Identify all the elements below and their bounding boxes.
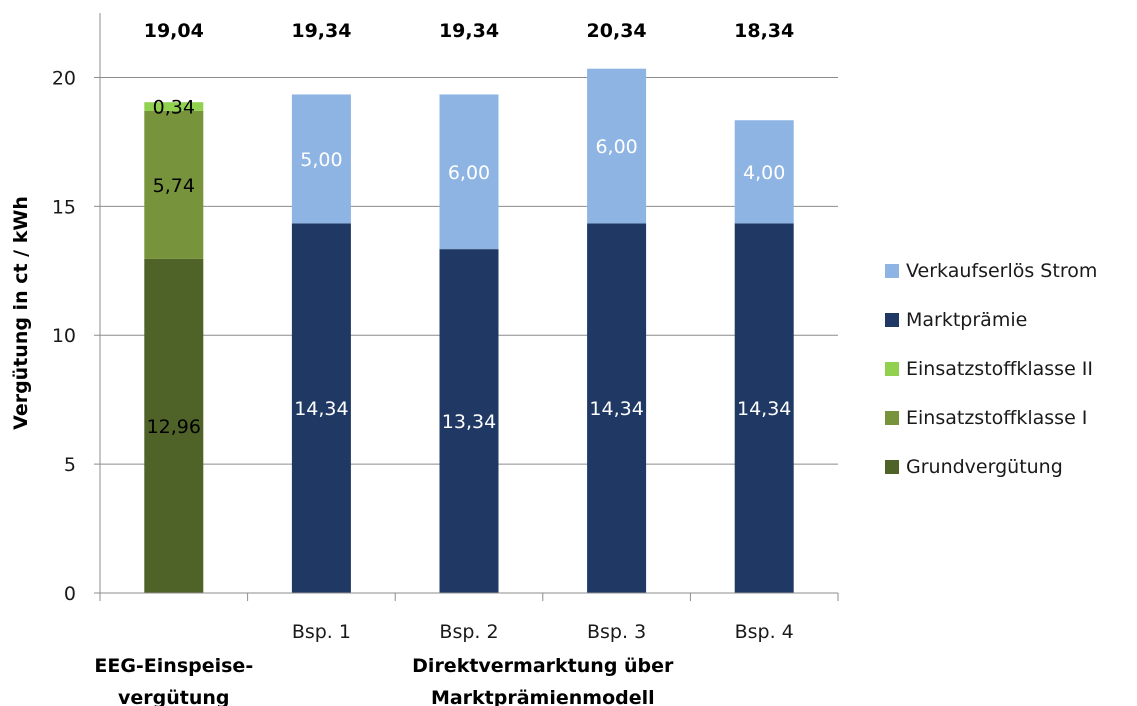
x-tick-label: Bsp. 4: [735, 621, 794, 643]
data-label: 14,34: [737, 398, 791, 420]
data-label: 4,00: [743, 162, 785, 184]
legend-label: Einsatzstoffklasse II: [906, 358, 1093, 380]
bar-segment: [291, 223, 351, 593]
bar-segment: [587, 223, 647, 593]
bar-segment: [439, 94, 499, 250]
legend-label: Verkaufserlös Strom: [906, 260, 1097, 282]
bar-segment: [144, 258, 204, 593]
x-tick-label: Bsp. 2: [439, 621, 498, 643]
y-tick-label: 20: [52, 67, 76, 89]
bar-segment: [439, 249, 499, 593]
x-group-label: Direktvermarktung über: [412, 655, 674, 677]
legend-swatch: [885, 313, 899, 327]
data-label: 13,34: [442, 411, 496, 433]
data-label: 5,00: [300, 149, 342, 171]
data-label: 0,34: [153, 97, 195, 119]
data-labels: 12,96 5,74 0,34 14,34 13,34 14,34 14,34 5,00 6,0…: [144, 20, 795, 438]
x-group-label: Marktprämienmodell: [431, 687, 655, 706]
legend-swatch: [885, 411, 899, 425]
y-tick-label: 15: [52, 196, 76, 218]
bar-segment: [144, 102, 204, 111]
total-label: 18,34: [734, 20, 794, 42]
total-label: 19,34: [439, 20, 499, 42]
x-tick-label: Bsp. 3: [587, 621, 646, 643]
legend-swatch: [885, 460, 899, 474]
bar-segment: [734, 120, 794, 224]
bar-segment: [587, 68, 647, 224]
x-group-label: vergütung: [118, 687, 230, 706]
legend: Verkaufserlös Strom Marktprämie Einsatzsto…: [885, 260, 1097, 478]
legend-swatch: [885, 362, 899, 376]
legend-label: Marktprämie: [906, 309, 1027, 331]
total-label: 20,34: [587, 20, 647, 42]
bar-segment: [291, 94, 351, 224]
data-label: 6,00: [448, 162, 490, 184]
y-tick-label: 0: [64, 583, 76, 605]
legend-label: Grundvergütung: [906, 456, 1063, 478]
total-label: 19,04: [144, 20, 204, 42]
data-label: 6,00: [595, 136, 637, 158]
axes: 0 5 10 15 20 Vergütung in ct / kWh Bsp. 1 Bsp. …: [10, 13, 839, 706]
x-tick-label: Bsp. 1: [292, 621, 351, 643]
data-label: 14,34: [294, 398, 348, 420]
y-tick-label: 5: [64, 454, 76, 476]
bar-segment: [734, 223, 794, 593]
bar-segment: [144, 110, 204, 259]
y-tick-label: 10: [52, 325, 76, 347]
data-label: 12,96: [147, 416, 201, 438]
data-label: 5,74: [153, 175, 195, 197]
x-group-label: EEG-Einspeise-: [94, 655, 253, 677]
legend-swatch: [885, 264, 899, 278]
total-label: 19,34: [291, 20, 351, 42]
data-label: 14,34: [589, 398, 643, 420]
legend-label: Einsatzstoffklasse I: [906, 407, 1087, 429]
y-axis-label: Vergütung in ct / kWh: [10, 196, 32, 430]
bars: [144, 68, 794, 593]
